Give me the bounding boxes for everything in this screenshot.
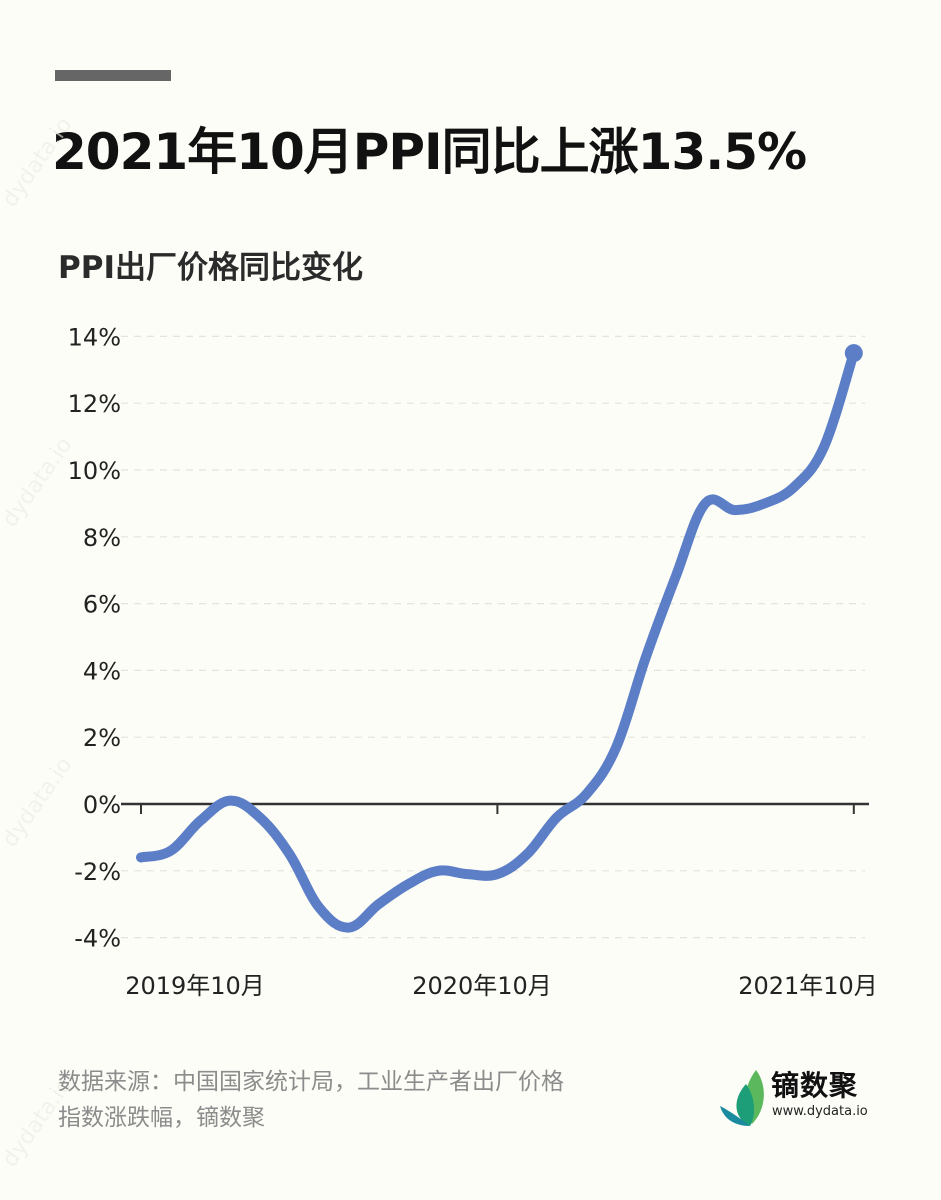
brand-logo[interactable]: 镝数聚 www.dydata.io [716, 1066, 896, 1126]
y-tick-label: 0% [83, 791, 121, 819]
source-line-2: 指数涨跌幅，镝数聚 [58, 1105, 265, 1131]
ppi-line [136, 348, 859, 933]
x-axis-ticks: 2019年10月 2020年10月 2021年10月 [125, 804, 878, 1000]
y-tick-label: 6% [83, 591, 121, 619]
y-tick-label: -4% [74, 925, 121, 953]
y-tick-label: 2% [83, 724, 121, 752]
y-tick-label: 4% [83, 657, 121, 685]
chart-subtitle: PPI出厂价格同比变化 [58, 250, 363, 286]
gridlines [121, 335, 865, 939]
page-title: 2021年10月PPI同比上涨13.5% [52, 123, 807, 181]
x-tick-label: 2021年10月 [738, 972, 878, 1000]
end-point-marker[interactable] [844, 344, 863, 363]
source-line-1: 数据来源：中国国家统计局，工业生产者出厂价格 [58, 1069, 564, 1095]
data-source: 数据来源：中国国家统计局，工业生产者出厂价格 指数涨跌幅，镝数聚 [58, 1064, 678, 1136]
y-tick-label: 8% [83, 524, 121, 552]
x-tick-label: 2020年10月 [412, 972, 552, 1000]
logo-name: 镝数聚 [771, 1069, 859, 1102]
accent-bar [55, 70, 171, 81]
y-tick-label: 10% [68, 457, 121, 485]
y-tick-label: -2% [74, 858, 121, 886]
leaf-logo-icon [720, 1070, 764, 1126]
y-tick-label: 12% [68, 390, 121, 418]
y-axis-labels: 14% 12% 10% 8% 6% 4% 2% 0% -2% -4% [68, 323, 121, 952]
y-tick-label: 14% [68, 323, 121, 351]
logo-url: www.dydata.io [772, 1104, 868, 1119]
x-tick-label: 2019年10月 [125, 972, 265, 1000]
